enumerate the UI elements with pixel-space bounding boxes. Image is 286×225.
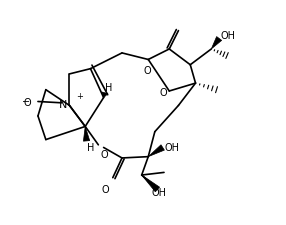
Text: O: O <box>102 184 110 194</box>
Text: O: O <box>159 88 167 98</box>
Text: H: H <box>105 83 112 93</box>
Text: O: O <box>24 98 31 108</box>
Text: OH: OH <box>151 187 166 197</box>
Polygon shape <box>211 37 222 50</box>
Text: N: N <box>59 100 67 110</box>
Text: O: O <box>101 149 109 159</box>
Text: O: O <box>143 65 151 75</box>
Polygon shape <box>84 127 90 142</box>
Text: OH: OH <box>164 143 179 153</box>
Polygon shape <box>142 175 160 192</box>
Polygon shape <box>148 145 164 157</box>
Text: −: − <box>22 97 30 107</box>
Text: H: H <box>87 143 94 153</box>
Text: OH: OH <box>221 30 235 40</box>
Polygon shape <box>102 92 108 98</box>
Text: +: + <box>76 92 83 101</box>
